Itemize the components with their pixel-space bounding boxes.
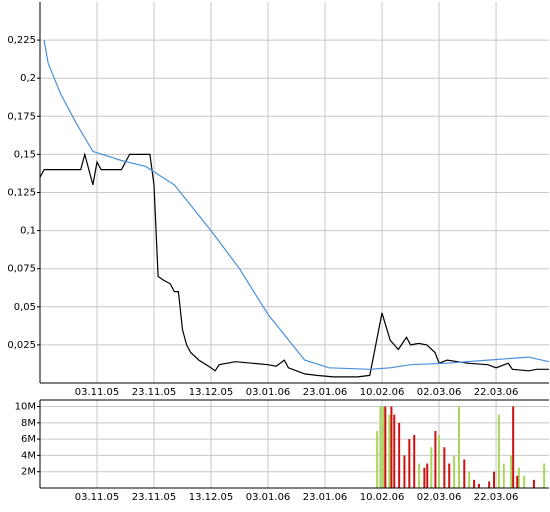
volume-bar	[418, 463, 421, 488]
y-tick-label: 0,2	[20, 73, 36, 84]
x-tick-label: 22.03.06	[474, 492, 519, 503]
volume-bar	[388, 414, 391, 488]
volume-bar	[390, 406, 393, 488]
x-tick-label: 10.02.06	[360, 492, 405, 503]
volume-bar	[413, 435, 416, 488]
y-tick-label: 0,175	[7, 111, 36, 122]
x-tick-label: 22.03.06	[474, 387, 519, 398]
volume-bar	[493, 471, 496, 488]
volume-bar	[434, 430, 437, 488]
volume-bar	[497, 414, 500, 488]
volume-bar	[438, 435, 441, 488]
volume-bar	[398, 422, 401, 488]
volume-bar	[382, 406, 385, 488]
x-tick-label: 03.11.05	[75, 492, 120, 503]
y-tick-label: 0,1	[20, 226, 36, 237]
volume-bar	[502, 463, 505, 488]
y-tick-label: 0,225	[7, 35, 36, 46]
x-tick-label: 23.11.05	[132, 492, 177, 503]
x-tick-label: 03.01.06	[246, 387, 291, 398]
price-line	[39, 152, 549, 378]
y-tick-label: 8M	[21, 418, 36, 429]
volume-bar	[426, 463, 429, 488]
y-tick-label: 0,15	[14, 149, 36, 160]
volume-bar	[510, 455, 513, 488]
volume-bar	[379, 406, 382, 488]
x-tick-label: 23.01.06	[303, 387, 348, 398]
volume-bar	[468, 471, 471, 488]
volume-bar	[408, 439, 411, 488]
x-tick-label: 23.01.06	[303, 492, 348, 503]
x-tick-label: 13.12.05	[189, 387, 234, 398]
x-tick-label: 23.11.05	[132, 387, 177, 398]
volume-bar	[488, 481, 491, 488]
volume-bar	[430, 447, 433, 488]
y-tick-label: 0,075	[7, 264, 36, 275]
volume-bar	[384, 406, 387, 488]
price-line	[43, 39, 550, 370]
volume-bar	[512, 406, 515, 488]
volume-bar	[473, 479, 476, 488]
volume-bar	[423, 467, 426, 488]
y-tick-label: 10M	[15, 402, 36, 413]
y-tick-label: 2M	[21, 467, 36, 478]
x-tick-label: 03.11.05	[75, 387, 120, 398]
volume-bar	[448, 463, 451, 488]
x-tick-label: 02.03.06	[417, 492, 462, 503]
y-tick-label: 0,05	[14, 302, 36, 313]
volume-bar	[463, 459, 466, 488]
y-tick-label: 0,025	[7, 340, 36, 351]
x-tick-label: 13.12.05	[189, 492, 234, 503]
volume-bar	[443, 447, 446, 488]
volume-bar	[517, 467, 520, 488]
volume-bar	[393, 414, 396, 488]
volume-bar	[516, 475, 519, 488]
volume-bar	[403, 455, 406, 488]
x-tick-label: 03.01.06	[246, 492, 291, 503]
volume-bar	[477, 483, 480, 488]
y-tick-label: 0,125	[7, 188, 36, 199]
y-tick-label: 6M	[21, 434, 36, 445]
y-tick-label: 4M	[21, 450, 36, 461]
x-tick-label: 02.03.06	[417, 387, 462, 398]
volume-bar	[543, 463, 546, 488]
volume-bar	[532, 479, 535, 488]
volume-bar	[376, 430, 379, 488]
x-tick-label: 10.02.06	[360, 387, 405, 398]
volume-bar	[523, 475, 526, 488]
volume-bar	[458, 406, 461, 488]
volume-bar	[453, 455, 456, 488]
